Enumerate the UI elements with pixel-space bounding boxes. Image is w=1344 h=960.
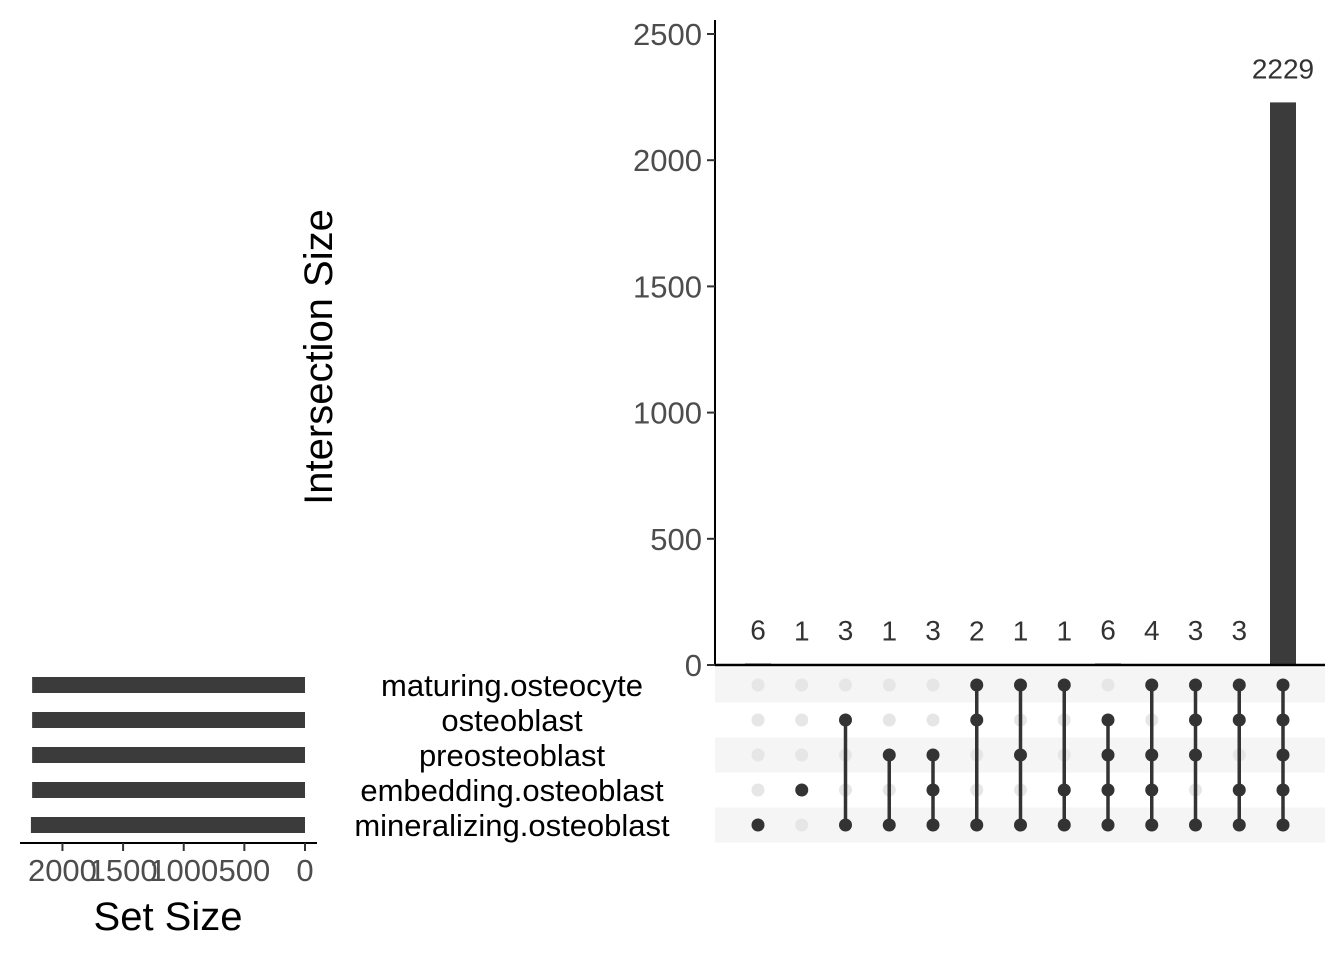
intersection-count-label: 2229 (1252, 53, 1314, 84)
set-label: osteoblast (441, 703, 583, 738)
matrix-dot-active (1189, 748, 1202, 762)
matrix-dot-active (970, 678, 984, 692)
matrix-dot-inactive (751, 783, 765, 797)
y-axis-title: Intersection Size (297, 209, 341, 505)
set-size-tick-label: 1500 (89, 853, 158, 888)
matrix-dot-inactive (795, 748, 809, 762)
matrix-dot-inactive (795, 678, 809, 692)
set-size-tick-label: 1000 (149, 853, 218, 888)
set-size-axis-title: Set Size (94, 895, 243, 939)
matrix-dot-active (882, 818, 896, 832)
matrix-dot-inactive (839, 678, 852, 692)
matrix-dot-active (882, 748, 896, 762)
set-size-tick-label: 0 (296, 853, 313, 888)
intersection-count-label: 6 (1100, 614, 1116, 645)
y-tick-label: 1000 (633, 396, 702, 431)
matrix-dot-active (1232, 818, 1246, 832)
matrix-dot-active (1101, 783, 1115, 797)
set-size-tick-label: 500 (218, 853, 270, 888)
matrix-dot-active (1276, 748, 1290, 762)
matrix-dot-active (970, 818, 984, 832)
matrix-dot-inactive (751, 713, 765, 727)
intersection-count-label: 4 (1144, 615, 1160, 646)
y-tick-label: 1500 (633, 269, 702, 304)
matrix-dot-inactive (751, 748, 765, 762)
set-label: maturing.osteocyte (381, 668, 643, 703)
intersection-count-label: 1 (794, 616, 810, 647)
matrix-dot-active (1145, 748, 1159, 762)
intersection-count-label: 3 (1231, 615, 1247, 646)
matrix-dot-inactive (926, 713, 940, 727)
matrix-dot-active (1145, 678, 1159, 692)
set-label: preosteoblast (419, 738, 606, 773)
matrix-dot-inactive (882, 678, 896, 692)
intersection-count-label: 1 (1013, 616, 1029, 647)
matrix-dot-active (1189, 818, 1202, 832)
matrix-dot-inactive (795, 818, 809, 832)
intersection-y-axis: 0 500 1000 1500 2000 2500 (633, 17, 716, 683)
matrix-dot-active (1276, 678, 1290, 692)
matrix-dot-active (926, 748, 940, 762)
matrix-dot-active (970, 713, 984, 727)
matrix-dot-inactive (1101, 678, 1115, 692)
set-label: mineralizing.osteoblast (354, 808, 670, 843)
membership-matrix (751, 678, 1290, 832)
matrix-dot-active (1014, 678, 1027, 692)
matrix-dot-inactive (795, 713, 809, 727)
intersection-count-label: 3 (1188, 615, 1204, 646)
matrix-dot-active (1232, 713, 1246, 727)
matrix-dot-active (1189, 678, 1202, 692)
matrix-dot-active (1057, 678, 1071, 692)
intersection-bars (745, 102, 1296, 666)
matrix-dot-active (926, 783, 940, 797)
set-size-bar (32, 782, 306, 798)
matrix-dot-active (1232, 678, 1246, 692)
matrix-dot-active (926, 818, 940, 832)
intersection-count-label: 6 (750, 614, 766, 645)
intersection-count-label: 1 (1056, 616, 1072, 647)
intersection-count-label: 3 (925, 615, 941, 646)
y-tick-label: 500 (650, 522, 702, 557)
intersection-count-label: 2 (969, 615, 985, 646)
matrix-dot-active (1276, 713, 1290, 727)
matrix-dot-inactive (882, 713, 896, 727)
matrix-dot-active (1014, 818, 1027, 832)
y-tick-label: 2500 (633, 17, 702, 52)
set-size-bar (30, 817, 306, 833)
set-label: embedding.osteoblast (360, 773, 664, 808)
matrix-dot-active (1057, 783, 1071, 797)
matrix-dot-active (1145, 783, 1159, 797)
intersection-count-label: 3 (838, 615, 854, 646)
matrix-dot-active (1014, 748, 1027, 762)
matrix-dot-active (1276, 818, 1290, 832)
matrix-dot-active (1101, 748, 1115, 762)
set-size-tick-label: 2000 (28, 853, 97, 888)
matrix-dot-active (795, 783, 809, 797)
set-labels: maturing.osteocyteosteoblastpreosteoblas… (354, 668, 670, 843)
matrix-dot-active (839, 713, 852, 727)
set-size-bar (32, 747, 306, 763)
matrix-dot-active (839, 818, 852, 832)
intersection-bar (1270, 102, 1296, 666)
set-size-bars (30, 677, 306, 833)
matrix-dot-active (1232, 783, 1246, 797)
matrix-dot-active (1101, 713, 1115, 727)
y-tick-label: 2000 (633, 143, 702, 178)
matrix-dot-active (1276, 783, 1290, 797)
intersection-count-label: 1 (881, 616, 897, 647)
set-size-bar (32, 712, 306, 728)
matrix-dot-active (1145, 818, 1159, 832)
matrix-dot-inactive (926, 678, 940, 692)
matrix-dot-active (1189, 713, 1202, 727)
matrix-dot-active (751, 818, 765, 832)
matrix-dot-active (1101, 818, 1115, 832)
matrix-dot-inactive (751, 678, 765, 692)
set-size-bar (32, 677, 306, 693)
y-tick-label: 0 (685, 648, 702, 683)
matrix-dot-active (1057, 818, 1071, 832)
